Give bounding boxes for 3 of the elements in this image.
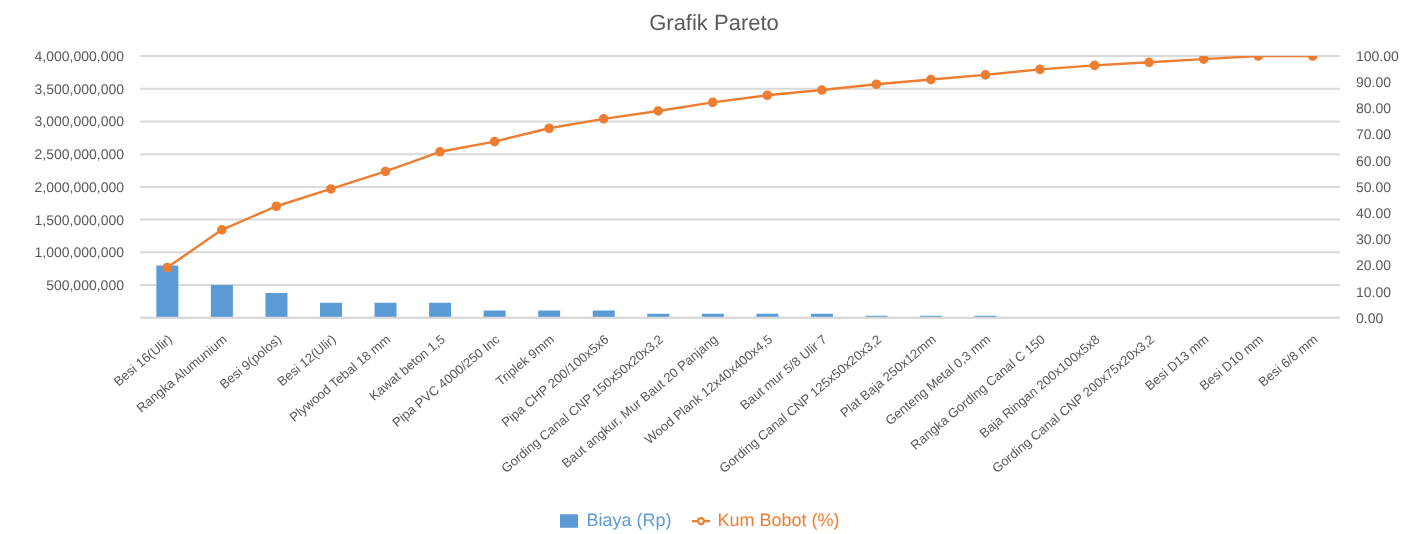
chart-title: Grafik Pareto (647, 12, 781, 36)
legend-label: Kum Bobot (%) (717, 509, 840, 530)
legend-label: Biaya (Rp) (586, 509, 672, 530)
